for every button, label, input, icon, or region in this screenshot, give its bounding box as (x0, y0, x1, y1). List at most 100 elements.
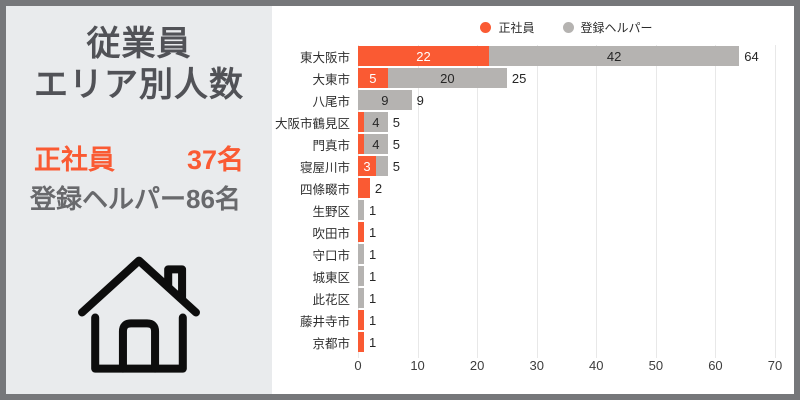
bar-segment-seishain (358, 310, 364, 330)
bar-stack: 2 (358, 178, 382, 198)
bar-segment-helper: 4 (363, 134, 388, 154)
bar-total-label: 1 (368, 312, 377, 328)
sidebar: 従業員 エリア別人数 正社員 37名 登録ヘルパー86名 (6, 6, 272, 394)
bar-total-label: 1 (368, 224, 377, 240)
bar-stack: 1 (358, 222, 376, 242)
x-gridline (536, 45, 538, 358)
bar-total-label: 1 (368, 290, 377, 306)
bar-row: 藤井寺市 1 (272, 309, 794, 331)
stat-employee-value: 37名 (186, 144, 244, 175)
bar-segment-seishain (358, 134, 364, 154)
category-label: 四條畷市 (299, 182, 350, 197)
bar-segment-helper (358, 244, 364, 264)
stats-block: 正社員 37名 登録ヘルパー86名 (6, 143, 272, 217)
stat-employee: 正社員 37名 (6, 143, 272, 178)
bar-row: 此花区 1 (272, 287, 794, 309)
category-label: 八尾市 (312, 94, 350, 109)
category-label: 此花区 (312, 292, 350, 307)
bar-total-label: 5 (392, 158, 400, 174)
category-label: 京都市 (312, 336, 350, 351)
bar-stack: 1 (358, 288, 376, 308)
bar-segment-seishain: 22 (358, 46, 490, 66)
bar-segment-helper: 9 (358, 90, 412, 110)
bar-total-label: 1 (368, 202, 377, 218)
x-gridline (715, 45, 717, 358)
bar-segment-seishain (358, 332, 364, 352)
chart-area: 正社員 登録ヘルパー 東大阪市 22 42 64 大東市 5 20 25 八尾市 9 9 大阪市鶴見区… (272, 6, 794, 394)
house-icon (6, 241, 272, 381)
x-gridline (655, 45, 657, 358)
page-title-line2: エリア別人数 (34, 66, 244, 105)
category-label: 門真市 (312, 138, 350, 153)
category-label: 大東市 (312, 72, 350, 87)
bar-segment-helper: 20 (387, 68, 507, 88)
chart-legend: 正社員 登録ヘルパー (358, 19, 775, 36)
x-tick-label: 70 (767, 358, 783, 373)
bar-stack: 1 (358, 244, 376, 264)
bar-total-label: 2 (374, 180, 383, 196)
page-title-line1: 従業員 (86, 25, 192, 63)
bar-total-label: 25 (511, 70, 527, 86)
bar-row: 守口市 1 (272, 243, 794, 265)
stat-helper: 登録ヘルパー86名 (30, 184, 241, 215)
bar-stack: 1 (358, 200, 376, 220)
bar-row: 生野区 1 (272, 199, 794, 221)
bar-total-label: 5 (392, 114, 401, 130)
x-tick-label: 20 (469, 358, 485, 373)
x-tick-label: 30 (529, 358, 544, 373)
bar-row: 八尾市 9 9 (272, 89, 794, 111)
legend-dot-gray-icon (562, 21, 574, 33)
bar-total-label: 5 (392, 136, 401, 152)
bar-segment-seishain (358, 178, 370, 198)
bar-stack: 5 20 25 (358, 68, 526, 88)
stat-employee-label: 正社員 (34, 144, 115, 175)
bar-row: 京都市 1 (272, 331, 794, 353)
bar-segment-helper (358, 200, 364, 220)
bar-row: 寝屋川市 3 5 (272, 155, 794, 177)
x-tick-label: 0 (354, 358, 362, 373)
x-gridline (775, 45, 776, 358)
bar-segment-helper (358, 288, 364, 308)
page-title: 従業員 エリア別人数 (6, 24, 272, 107)
category-label: 大阪市鶴見区 (274, 116, 350, 131)
x-gridline (596, 45, 598, 358)
category-label: 生野区 (312, 204, 350, 219)
bar-segment-seishain: 5 (358, 68, 388, 88)
bar-total-label: 9 (416, 92, 424, 108)
bar-segment-seishain: 3 (358, 156, 376, 176)
bar-segment-helper: 4 (363, 112, 388, 132)
x-tick-label: 40 (589, 358, 604, 373)
category-label: 城東区 (312, 270, 350, 285)
category-label: 吹田市 (312, 226, 350, 241)
category-label: 守口市 (312, 248, 350, 263)
x-tick-label: 50 (648, 358, 664, 373)
bar-row: 吹田市 1 (272, 221, 794, 243)
category-label: 寝屋川市 (299, 160, 350, 175)
category-label: 東大阪市 (299, 50, 350, 65)
bar-total-label: 1 (368, 334, 377, 350)
bar-segment-helper (375, 156, 388, 176)
legend-label-helper: 登録ヘルパー (580, 20, 653, 35)
bar-total-label: 1 (368, 268, 377, 284)
bar-stack: 22 42 64 (358, 46, 759, 66)
category-label: 藤井寺市 (299, 314, 350, 329)
bar-row: 城東区 1 (272, 265, 794, 287)
bar-stack: 1 (358, 310, 376, 330)
bar-segment-helper (358, 266, 364, 286)
x-tick-label: 60 (708, 358, 723, 373)
legend-item-seishain: 正社員 (480, 19, 535, 36)
bar-row: 四條畷市 2 (272, 177, 794, 199)
legend-dot-orange-icon (480, 21, 492, 33)
x-axis: 0 10 20 30 40 50 60 70 (354, 356, 782, 374)
bar-row: 東大阪市 22 42 64 (272, 45, 794, 67)
bar-total-label: 64 (744, 48, 759, 64)
bar-chart: 東大阪市 22 42 64 大東市 5 20 25 八尾市 9 9 大阪市鶴見区 4 5 門真市 4 5 寝屋川市… (272, 45, 794, 358)
x-tick-label: 10 (410, 358, 425, 373)
bar-stack: 1 (358, 332, 376, 352)
x-gridline (477, 45, 479, 358)
